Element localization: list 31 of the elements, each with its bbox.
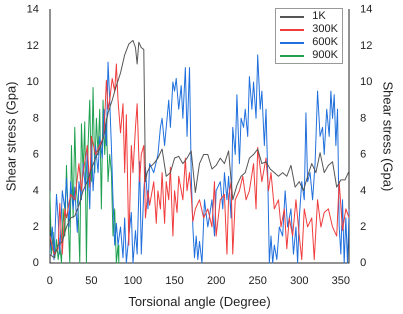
legend-label: 300K <box>312 23 338 36</box>
y2-tick-label: 12 <box>360 40 372 52</box>
x-tick-label: 250 <box>248 274 267 287</box>
x-tick-label: 150 <box>165 274 184 287</box>
y-tick-label: 14 <box>26 4 39 16</box>
x-tick-label: 100 <box>124 274 142 287</box>
y-tick-label: 10 <box>26 76 39 88</box>
legend-label: 1K <box>312 10 326 23</box>
legend-label: 600K <box>312 36 338 49</box>
x-tick-label: 200 <box>206 274 226 287</box>
x-axis-title: Torsional angle (Degree) <box>128 294 271 309</box>
y2-axis-title: Shear stress (Gpa) <box>380 81 396 192</box>
y2-tick-label: 6 <box>360 148 366 161</box>
y-tick-label: 4 <box>32 184 39 197</box>
y-tick-label: 12 <box>26 40 39 52</box>
y-tick-label: 6 <box>32 148 39 161</box>
y2-tick-label: 2 <box>360 221 366 234</box>
x-tick-label: 350 <box>332 274 350 287</box>
y2-tick-label: 8 <box>360 112 366 124</box>
x-tick-label: 300 <box>290 274 308 287</box>
x-tick-label: 50 <box>85 274 98 287</box>
y-tick-label: 0 <box>32 257 39 270</box>
y-axis-title: Shear stress (Gpa) <box>3 81 18 192</box>
y2-tick-label: 10 <box>360 76 372 88</box>
y2-tick-label: 14 <box>360 4 372 16</box>
y-tick-label: 8 <box>32 112 39 124</box>
y2-tick-label: 0 <box>360 257 366 270</box>
y2-tick-label: 4 <box>360 184 366 197</box>
y-tick-label: 2 <box>32 221 39 234</box>
x-tick-label: 0 <box>46 274 53 287</box>
legend-label: 900K <box>312 49 338 62</box>
